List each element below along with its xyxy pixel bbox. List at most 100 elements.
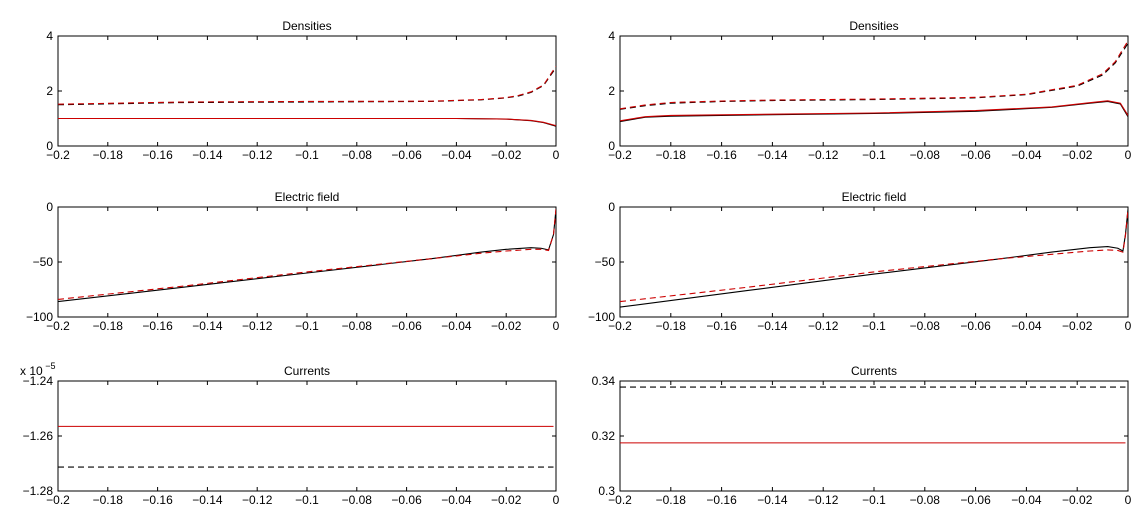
x-tick-label: −0.08 [910, 493, 941, 507]
x-tick-label: −0.06 [960, 493, 991, 507]
y-tick-label: 2 [46, 84, 53, 98]
x-tick-label: −0.2 [608, 148, 632, 162]
x-tick-label: 0 [1125, 493, 1132, 507]
x-tick-label: −0.12 [242, 319, 273, 333]
x-tick-label: −0.16 [142, 148, 173, 162]
series-line-1-solid [58, 209, 556, 303]
x-tick-label: −0.14 [192, 493, 223, 507]
x-tick-label: −0.04 [1011, 148, 1042, 162]
x-tick-label: −0.18 [93, 319, 124, 333]
y-tick-label: −1.24 [23, 374, 54, 388]
chart-panel-4: Electric field −0.2 −0.18 −0.16 −0.14 −0.12 −0… [588, 190, 1132, 333]
y-tick-label: 0.32 [592, 429, 616, 443]
x-tick-label: 0 [553, 319, 560, 333]
x-tick-label: −0.18 [656, 148, 687, 162]
x-tick-label: −0.18 [93, 148, 124, 162]
x-tick-label: −0.02 [491, 493, 522, 507]
y-tick-label: −100 [26, 310, 53, 324]
x-tick-label: −0.1 [295, 493, 319, 507]
x-tick-label: −0.18 [656, 319, 687, 333]
y-tick-label: 0 [608, 200, 615, 214]
x-tick-label: 0 [553, 148, 560, 162]
series-line-1-solid [620, 100, 1128, 123]
chart-title: Currents [284, 364, 330, 378]
y-tick-label: −100 [588, 310, 615, 324]
x-tick-label: −0.04 [441, 493, 472, 507]
chart-title: Densities [849, 19, 898, 33]
chart-title: Densities [282, 19, 331, 33]
x-tick-label: −0.1 [295, 319, 319, 333]
y-tick-label: −1.28 [23, 484, 54, 498]
series-line-4-dashed [58, 65, 556, 105]
x-tick-label: −0.14 [192, 319, 223, 333]
axes-frame [619, 35, 1129, 147]
x-tick-label: −0.08 [910, 319, 941, 333]
x-tick-label: −0.06 [391, 148, 422, 162]
x-tick-label: −0.2 [46, 148, 70, 162]
x-tick-label: −0.2 [608, 319, 632, 333]
x-tick-label: −0.02 [1062, 319, 1093, 333]
y-tick-label: −1.26 [23, 429, 54, 443]
x-tick-label: −0.18 [93, 493, 124, 507]
chart-title: Electric field [275, 190, 340, 204]
x-tick-label: −0.16 [706, 319, 737, 333]
x-tick-label: −0.06 [391, 493, 422, 507]
x-tick-label: −0.06 [960, 319, 991, 333]
series-line-1-solid [620, 209, 1128, 308]
x-tick-label: −0.08 [342, 493, 373, 507]
axes-frame [57, 206, 557, 318]
x-tick-label: −0.1 [862, 493, 886, 507]
series-line-2-solid [58, 117, 556, 127]
chart-title: Electric field [842, 190, 907, 204]
x-tick-label: −0.02 [1062, 493, 1093, 507]
x-tick-label: −0.2 [46, 319, 70, 333]
x-tick-label: −0.12 [242, 148, 273, 162]
axes-frame [57, 35, 557, 147]
x-tick-label: 0 [553, 493, 560, 507]
y-tick-label: 4 [608, 29, 615, 43]
y-tick-label: −50 [595, 255, 616, 269]
x-tick-label: −0.16 [706, 493, 737, 507]
x-tick-label: −0.04 [441, 319, 472, 333]
y-tick-label: 4 [46, 29, 53, 43]
x-tick-label: −0.06 [960, 148, 991, 162]
y-scale-multiplier: x 10 −5 [20, 361, 55, 378]
x-tick-label: −0.14 [757, 493, 788, 507]
series-line-1-solid [58, 117, 556, 127]
x-tick-label: −0.08 [910, 148, 941, 162]
x-tick-label: −0.12 [808, 493, 839, 507]
y-tick-label: 0 [46, 139, 53, 153]
x-tick-label: −0.08 [342, 319, 373, 333]
x-tick-label: −0.16 [706, 148, 737, 162]
axes-frame [619, 206, 1129, 318]
x-tick-label: −0.04 [441, 148, 472, 162]
axes-frame [57, 380, 557, 492]
x-tick-label: −0.04 [1011, 493, 1042, 507]
x-tick-label: 0 [1125, 319, 1132, 333]
series-line-2-solid [620, 100, 1128, 122]
x-tick-label: −0.2 [46, 493, 70, 507]
y-tick-label: 0.34 [592, 374, 616, 388]
x-tick-label: −0.1 [862, 148, 886, 162]
x-tick-label: −0.12 [808, 319, 839, 333]
x-tick-label: −0.2 [608, 493, 632, 507]
x-tick-label: −0.1 [862, 319, 886, 333]
y-tick-label: 0.3 [598, 484, 615, 498]
y-tick-label: 0 [46, 200, 53, 214]
series-line-2-dashed [58, 209, 556, 300]
x-tick-label: −0.02 [491, 319, 522, 333]
chart-title: Currents [851, 364, 897, 378]
series-line-4-dashed [620, 40, 1128, 110]
y-tick-label: 2 [608, 84, 615, 98]
x-tick-label: −0.18 [656, 493, 687, 507]
x-tick-label: −0.16 [142, 493, 173, 507]
x-tick-label: −0.14 [192, 148, 223, 162]
x-tick-label: −0.1 [295, 148, 319, 162]
x-tick-label: −0.14 [757, 319, 788, 333]
chart-panel-2: Densities −0.2 −0.18 −0.16 −0.14 −0.12 −0.1 −0.… [608, 19, 1132, 162]
y-tick-label: −50 [33, 255, 54, 269]
y-tick-label: 0 [608, 139, 615, 153]
x-tick-label: −0.02 [491, 148, 522, 162]
x-tick-label: −0.12 [242, 493, 273, 507]
